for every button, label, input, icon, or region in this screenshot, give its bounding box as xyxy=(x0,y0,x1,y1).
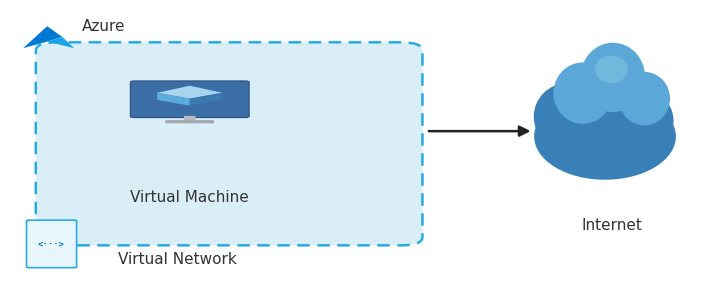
FancyBboxPatch shape xyxy=(184,116,195,123)
Text: Azure: Azure xyxy=(82,19,126,34)
Ellipse shape xyxy=(619,72,670,125)
Polygon shape xyxy=(23,26,62,48)
Ellipse shape xyxy=(581,43,645,112)
Polygon shape xyxy=(190,93,223,106)
FancyBboxPatch shape xyxy=(130,81,249,118)
Ellipse shape xyxy=(533,83,601,150)
Polygon shape xyxy=(47,37,74,48)
Polygon shape xyxy=(157,93,190,106)
Text: Virtual Machine: Virtual Machine xyxy=(130,190,249,205)
Ellipse shape xyxy=(553,62,612,124)
Text: Internet: Internet xyxy=(581,218,643,233)
Ellipse shape xyxy=(534,93,676,180)
Text: <···>: <···> xyxy=(38,239,65,248)
Polygon shape xyxy=(157,86,223,99)
FancyBboxPatch shape xyxy=(36,42,422,245)
FancyBboxPatch shape xyxy=(26,220,77,268)
Ellipse shape xyxy=(595,56,628,83)
Text: Virtual Network: Virtual Network xyxy=(118,252,237,267)
Ellipse shape xyxy=(612,90,674,151)
FancyBboxPatch shape xyxy=(165,120,214,123)
